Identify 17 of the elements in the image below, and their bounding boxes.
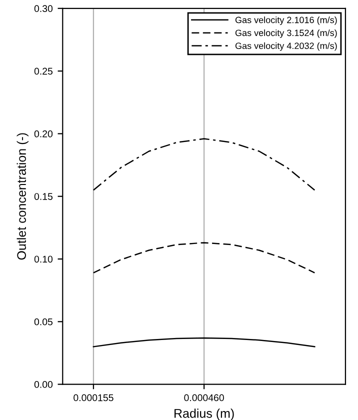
x-axis-title: Radius (m) [174,408,234,420]
x-tick-label: 0.000155 [74,394,114,402]
legend-label: Gas velocity 3.1524 (m/s) [235,29,337,38]
legend-label: Gas velocity 4.2032 (m/s) [235,42,337,51]
y-tick-label: 0.00 [34,381,53,388]
y-tick-label: 0.30 [34,5,53,12]
y-tick-label: 0.15 [34,193,53,200]
legend-label: Gas velocity 2.1016 (m/s) [235,16,337,25]
line-series [92,242,316,274]
line-series [92,138,316,191]
y-tick-label: 0.05 [34,318,53,326]
y-tick-label: 0.25 [34,68,53,75]
x-tick-label: 0.000460 [184,394,224,402]
y-tick-label: 0.20 [34,130,53,138]
line-series [92,337,316,348]
y-axis-title: Outlet concentration (-) [16,133,28,260]
y-tick-label: 0.10 [34,256,53,263]
